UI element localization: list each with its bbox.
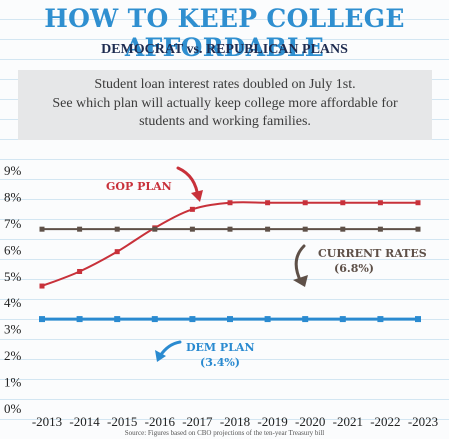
intro-line: students and working families. [139, 114, 311, 129]
x-tick-label: -2014 [69, 414, 100, 429]
x-axis: -2013 -2014 -2015 -2016 -2017 -2018 -2019 -2020… [32, 414, 438, 429]
data-point-gop [415, 200, 421, 206]
callout-arrowhead-gop [191, 190, 203, 202]
data-point-dem [339, 316, 346, 323]
intro-line: Student loan interest rates doubled on J… [94, 77, 356, 92]
y-tick-label: 3% [4, 322, 22, 337]
data-point-dem [76, 316, 83, 323]
data-point-gop [114, 249, 120, 255]
data-point-dem [415, 316, 421, 323]
page-title: HOW TO KEEP COLLEGE AFFORDABLE [44, 4, 405, 62]
data-point-gop [189, 206, 195, 212]
data-point-gop [302, 200, 308, 206]
y-tick-label: 9% [4, 163, 22, 178]
x-tick-label: -2013 [32, 414, 62, 429]
data-point-dem [302, 316, 309, 323]
page-subtitle: DEMOCRAT vs. REPUBLICAN PLANS [101, 42, 348, 57]
series-label-gop: GOP PLAN [106, 180, 172, 193]
data-point-current [114, 226, 120, 232]
data-point-current [377, 226, 383, 232]
y-tick-label: 2% [4, 348, 22, 363]
callout-arrow-current [294, 244, 306, 284]
y-tick-label: 8% [4, 189, 22, 204]
x-tick-label: -2019 [257, 414, 287, 429]
intro-box: Student loan interest rates doubled on J… [18, 70, 432, 140]
x-tick-label: -2016 [145, 414, 176, 429]
callout-arrowhead-current [293, 275, 308, 287]
y-tick-label: 0% [4, 401, 22, 416]
intro-line: See which plan will actually keep colleg… [52, 95, 398, 111]
data-point-current [77, 226, 83, 232]
data-point-dem [227, 316, 233, 323]
y-tick-label: 6% [4, 242, 22, 257]
data-point-dem [264, 316, 271, 323]
data-point-gop [77, 268, 83, 274]
data-point-gop [227, 200, 233, 206]
callout-arrowhead-dem [155, 350, 166, 362]
y-tick-label: 1% [4, 375, 22, 390]
y-tick-label: 4% [4, 295, 22, 310]
data-point-current [415, 226, 421, 232]
data-point-dem [377, 316, 384, 323]
data-point-dem [189, 316, 196, 323]
data-point-current [265, 226, 271, 232]
x-tick-label: -2023 [408, 414, 438, 429]
data-point-current [152, 226, 158, 232]
x-tick-label: -2018 [220, 414, 250, 429]
data-point-dem [39, 316, 45, 323]
series-label-current: CURRENT RATES [318, 247, 427, 260]
x-tick-label: -2017 [182, 414, 213, 429]
y-tick-label: 5% [4, 269, 22, 284]
series-layer [39, 200, 421, 323]
series-label-current: (6.8%) [334, 262, 374, 275]
data-point-gop [39, 283, 45, 289]
x-tick-label: -2020 [295, 414, 325, 429]
series-labels: GOP PLAN CURRENT RATES (6.8%) DEM PLAN (3.4%… [106, 166, 427, 369]
callout-arrow-dem [158, 340, 182, 358]
series-label-dem: (3.4%) [200, 356, 240, 369]
data-point-dem [114, 316, 121, 323]
data-point-current [302, 226, 308, 232]
data-point-gop [377, 200, 383, 206]
source-note: Source: Figures based on CBO projections… [124, 429, 325, 437]
x-tick-label: -2015 [107, 414, 137, 429]
data-point-dem [151, 316, 158, 323]
y-tick-label: 7% [4, 216, 22, 231]
series-label-dem: DEM PLAN [186, 341, 255, 354]
data-point-current [227, 226, 233, 232]
data-point-current [39, 226, 45, 232]
x-tick-label: -2022 [370, 414, 400, 429]
data-point-current [340, 226, 346, 232]
y-axis: 0% 1% 2% 3% 4% 5% 6% 7% 8% 9% [4, 163, 22, 416]
data-point-gop [340, 200, 346, 206]
data-point-gop [265, 200, 271, 206]
x-tick-label: -2021 [333, 414, 363, 429]
data-point-current [189, 226, 195, 232]
